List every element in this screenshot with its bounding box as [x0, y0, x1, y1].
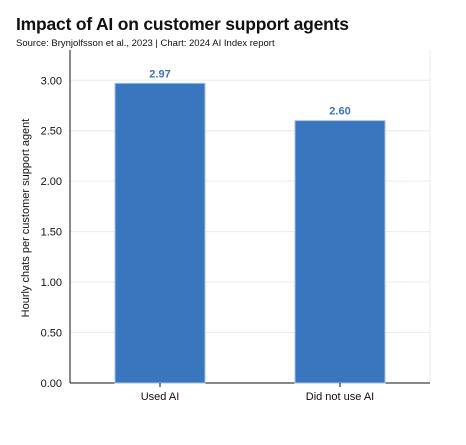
- chart-subtitle: Source: Brynjolfsson et al., 2023 | Char…: [16, 38, 275, 49]
- value-label: 2.97: [149, 68, 170, 80]
- x-tick-labels: Used AI Did not use AI: [141, 383, 375, 403]
- bars: [114, 82, 386, 384]
- bar: [294, 120, 386, 384]
- y-tick-label: 3.00: [41, 75, 62, 87]
- y-tick-label: 1.00: [41, 277, 62, 289]
- y-axis-label: Hourly chats per customer support agent: [20, 119, 32, 318]
- x-tick-label: Did not use AI: [306, 391, 375, 403]
- y-tick-labels: 0.00 0.50 1.00 1.50 2.00 2.50 3.00: [41, 75, 62, 390]
- bar: [114, 82, 206, 384]
- y-tick-label: 0.00: [41, 378, 62, 390]
- x-tick-label: Used AI: [141, 391, 180, 403]
- y-tick-label: 2.50: [41, 126, 62, 138]
- chart-title: Impact of AI on customer support agents: [16, 14, 349, 34]
- value-labels: 2.97 2.60: [149, 68, 350, 117]
- y-tick-label: 0.50: [41, 328, 62, 340]
- y-tick-label: 1.50: [41, 227, 62, 239]
- value-label: 2.60: [329, 106, 350, 118]
- y-tick-label: 2.00: [41, 176, 62, 188]
